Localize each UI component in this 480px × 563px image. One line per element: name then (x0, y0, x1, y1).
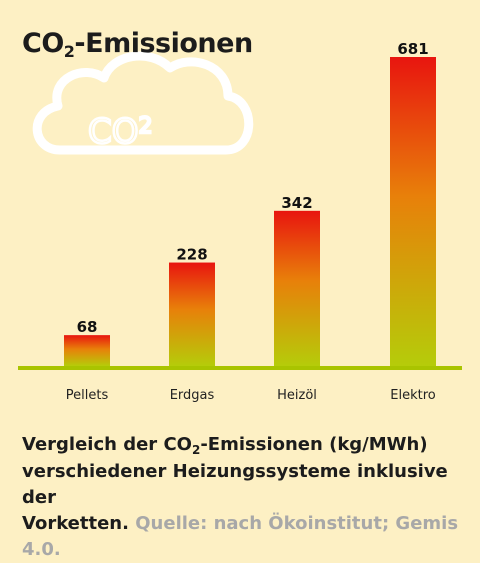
chart-title: CO2-Emissionen (22, 28, 253, 61)
svg-text:CO2: CO2 (88, 112, 153, 152)
bar-erdgas (169, 262, 215, 366)
bar-pellets (64, 335, 110, 366)
bar-value-label: 68 (77, 318, 98, 336)
bar-value-label: 342 (281, 194, 312, 212)
caption-line3: Vorketten. (22, 513, 129, 534)
chart-caption: Vergleich der CO2-Emissionen (kg/MWh) ve… (22, 432, 472, 563)
bar-value-label: 681 (397, 40, 428, 58)
category-label: Erdgas (170, 388, 215, 403)
bar-heizöl (274, 210, 320, 366)
bars-group: 68 Pellets 228 Erdgas 342 Heizöl 681 Elektro (64, 40, 436, 403)
cloud-label-main: CO (88, 112, 139, 152)
caption-line1: Vergleich der CO2-Emissionen (kg/MWh) (22, 434, 428, 457)
cloud-label-sub: 2 (139, 114, 153, 139)
category-label: Pellets (66, 388, 109, 403)
bar-elektro (390, 57, 436, 366)
caption-line2: verschiedener Heizungssysteme inklusive … (22, 461, 448, 508)
category-label: Heizöl (277, 388, 317, 403)
co2-cloud-icon: CO2 (32, 51, 254, 155)
category-label: Elektro (390, 388, 436, 403)
bar-value-label: 228 (176, 246, 207, 264)
